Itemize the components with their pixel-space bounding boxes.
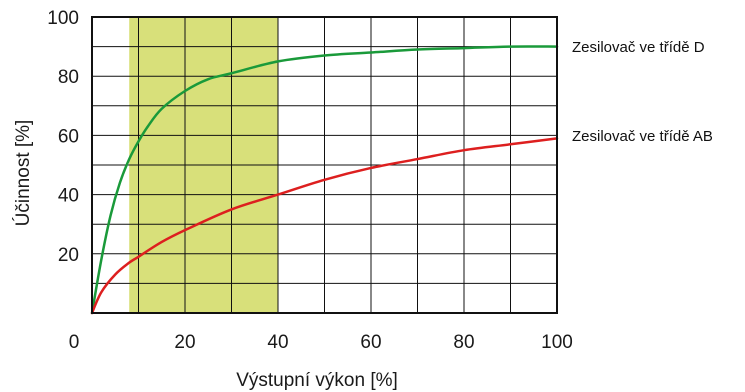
series-line-class-d xyxy=(90,45,559,315)
y-tick-label: 20 xyxy=(58,245,79,266)
x-tick-labels: 0 20 40 60 80 100 xyxy=(69,332,573,353)
y-tick-labels: 20 40 60 80 100 xyxy=(47,8,79,266)
y-tick-label: 40 xyxy=(58,186,79,207)
y-tick-label: 60 xyxy=(58,126,79,147)
x-tick-label: 0 xyxy=(69,332,80,353)
x-tick-label: 60 xyxy=(360,332,381,353)
x-tick-label: 100 xyxy=(541,332,573,353)
y-tick-label: 80 xyxy=(58,67,79,88)
x-axis-title: Výstupní výkon [%] xyxy=(236,370,398,391)
x-tick-label: 20 xyxy=(174,332,195,353)
x-tick-label: 40 xyxy=(267,332,288,353)
series-lines xyxy=(90,45,559,315)
series-label-class-ab: Zesilovač ve třídě AB xyxy=(572,128,713,145)
x-tick-label: 80 xyxy=(453,332,474,353)
series-label-class-d: Zesilovač ve třídě D xyxy=(572,39,705,56)
y-axis-title: Účinnost [%] xyxy=(12,120,34,227)
plot-frame xyxy=(91,16,558,314)
y-tick-label: 100 xyxy=(47,8,79,29)
series-line-class-ab xyxy=(90,137,559,315)
grid xyxy=(92,17,557,313)
